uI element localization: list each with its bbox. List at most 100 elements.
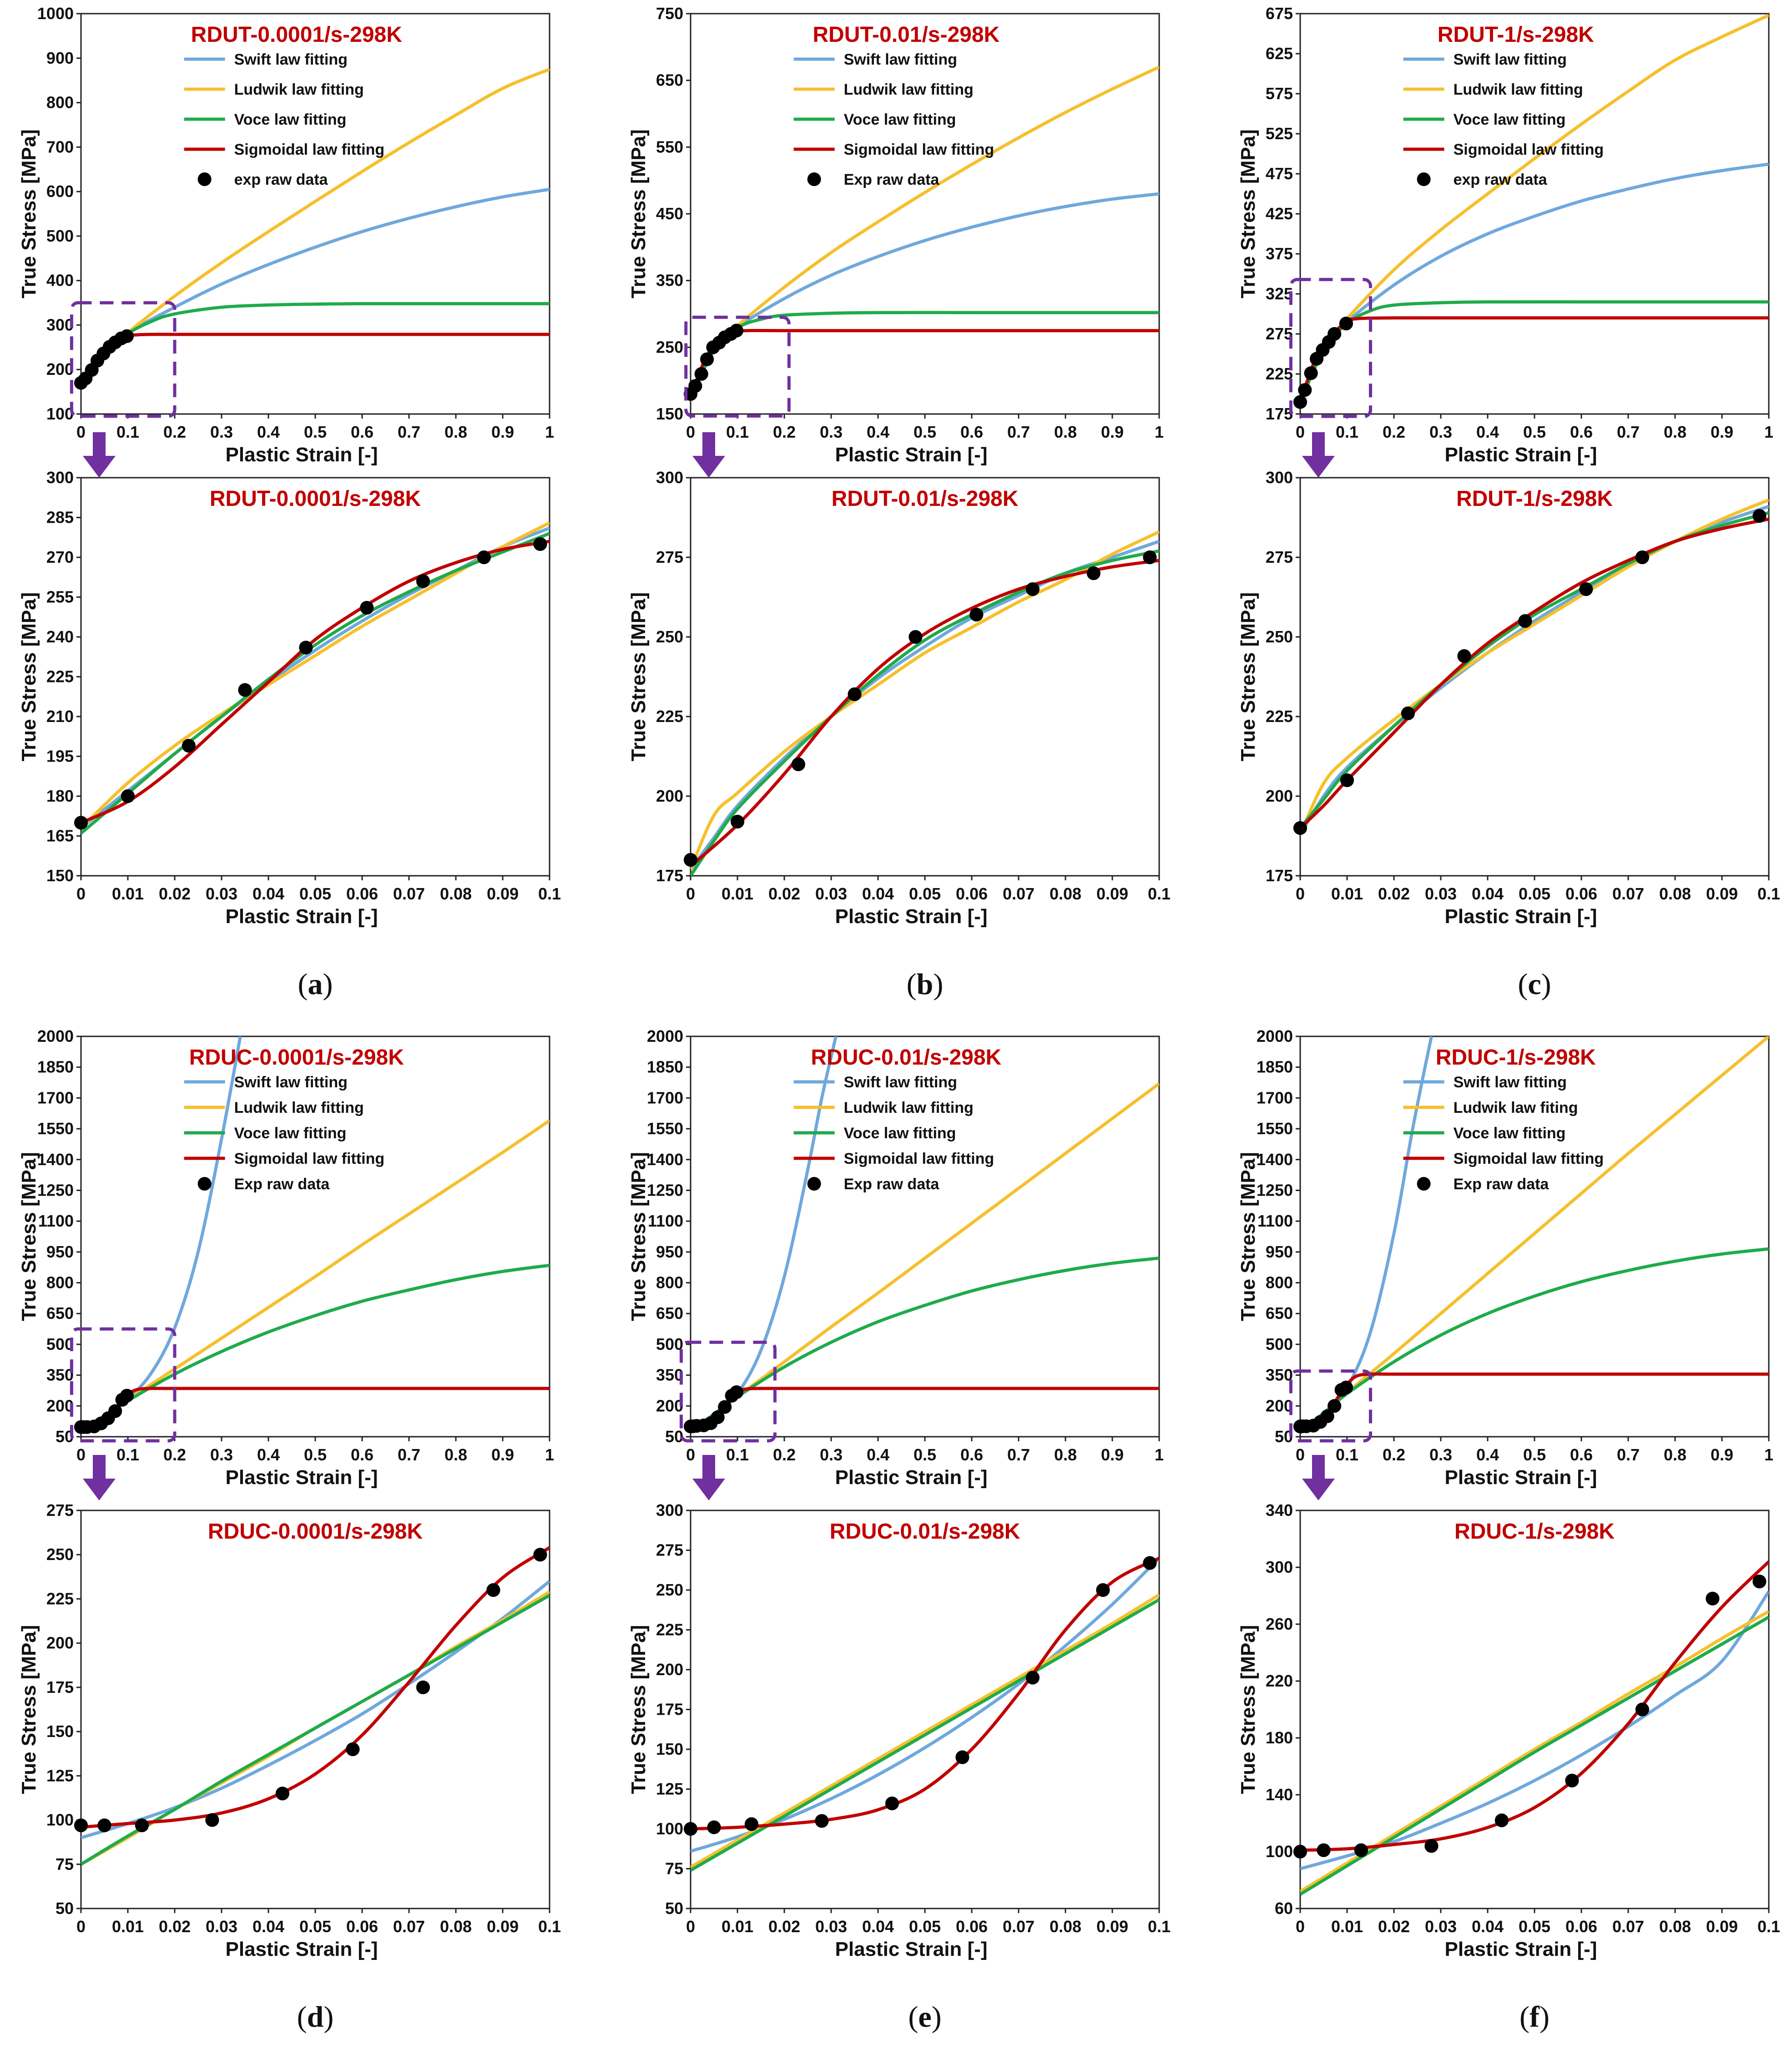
y-tick-label: 900: [46, 49, 74, 67]
exp-data-point: [1579, 582, 1593, 596]
y-tick-label: 275: [656, 1541, 683, 1560]
y-tick-label: 300: [46, 468, 74, 487]
x-tick-label: 0.7: [1007, 423, 1030, 441]
y-tick-label: 275: [1266, 324, 1293, 343]
panel-title: RDUT-1/s-298K: [1438, 23, 1594, 47]
y-tick-label: 250: [46, 1545, 74, 1564]
exp-data-point: [97, 1818, 111, 1833]
plot-frame: [80, 13, 550, 415]
plot-frame: [1299, 13, 1770, 415]
x-tick-label: 0.1: [1757, 1917, 1780, 1936]
ludwik-curve: [691, 530, 1159, 870]
x-tick-label: 0: [1296, 423, 1305, 441]
exp-data-point: [1401, 707, 1415, 720]
x-tick-label: 0.1: [1148, 1917, 1171, 1936]
x-tick-label: 0.3: [1429, 1445, 1452, 1464]
y-tick-label: 500: [656, 1335, 683, 1353]
legend-label: Exp raw data: [1454, 1176, 1550, 1193]
x-tick-label: 0.08: [440, 884, 472, 903]
plot-frame: [1299, 477, 1770, 877]
x-tick-label: 0.07: [1003, 1917, 1035, 1936]
y-tick-label: 300: [46, 315, 74, 334]
x-tick-label: 0.6: [351, 1445, 374, 1464]
y-tick-label: 50: [665, 1427, 683, 1446]
y-tick-label: 800: [46, 1273, 74, 1292]
x-tick-label: 0.1: [1757, 884, 1780, 903]
zoom-region-box: [1289, 278, 1372, 418]
voce-curve: [691, 311, 1159, 397]
panel-group-c: 175 225 275 325 375 425 475 525 575 625 675 0 0.1 0.2…: [1237, 4, 1780, 1001]
y-tick-label: 100: [46, 1811, 74, 1829]
main-plot-f: 5020035050065080095011001250140015501700…: [1237, 1027, 1773, 1489]
x-tick-label: 0.07: [393, 1917, 425, 1936]
exp-data-point: [1565, 1773, 1579, 1787]
x-tick-label: 0.3: [210, 423, 233, 441]
exp-data-point: [815, 1814, 829, 1828]
x-tick-label: 0.01: [722, 884, 753, 903]
x-tick-label: 0.05: [299, 884, 331, 903]
swift-curve: [1300, 505, 1769, 835]
exp-data-point: [477, 550, 491, 564]
y-tick-label: 350: [656, 271, 683, 290]
zoom-arrow-shaft: [93, 432, 106, 457]
exp-data-point: [731, 815, 744, 828]
panel-label: (b): [907, 968, 944, 1001]
zoom-arrow-shaft: [1312, 1455, 1325, 1480]
y-tick-label: 200: [1266, 1396, 1293, 1415]
y-tick-label: 800: [46, 93, 74, 112]
x-tick-label: 0.05: [1519, 1917, 1550, 1936]
x-axis-label: Plastic Strain [-]: [226, 444, 378, 466]
exp-data-point: [1706, 1591, 1720, 1606]
voce-curve: [1300, 511, 1769, 829]
y-tick-label: 180: [46, 787, 74, 805]
y-tick-label: 125: [656, 1780, 683, 1798]
exp-data-point: [299, 641, 313, 655]
zoom-arrow-head: [1302, 456, 1335, 478]
x-tick-label: 0.5: [914, 1445, 936, 1464]
exp-data-point: [486, 1583, 500, 1597]
exp-data-point: [1293, 821, 1307, 835]
exp-data-point: [108, 1404, 122, 1418]
y-tick-label: 425: [1266, 204, 1293, 223]
exp-data-point: [1328, 1399, 1342, 1413]
legend-swatch: [807, 172, 821, 186]
legend-label: Swift law fitting: [844, 51, 957, 68]
y-tick-label: 675: [1266, 4, 1293, 23]
exp-data-point: [711, 1410, 725, 1424]
x-tick-label: 0.04: [1472, 884, 1504, 903]
exp-data-point: [74, 1818, 88, 1833]
plot-frame: [80, 1035, 550, 1438]
y-tick-label: 150: [656, 1740, 683, 1758]
panel-label-letter: a: [308, 968, 323, 1001]
x-axis-label: Plastic Strain [-]: [1445, 1466, 1597, 1489]
y-tick-label: 275: [656, 548, 683, 566]
panel-label: (e): [908, 2000, 941, 2034]
y-tick-label: 1850: [37, 1058, 74, 1076]
voce-curve: [1300, 1616, 1769, 1896]
x-tick-label: 0.06: [956, 1917, 988, 1936]
y-tick-label: 300: [656, 468, 683, 487]
main-plot-a: 100 200 300 400 500 600 700 800 900 1000 0 0.1 0.2 0.…: [18, 4, 554, 466]
x-tick-label: 0.1: [1336, 1445, 1358, 1464]
exp-data-point: [416, 1680, 430, 1694]
y-tick-label: 1850: [647, 1058, 683, 1076]
swift-curve: [81, 1036, 242, 1430]
x-tick-label: 0.02: [768, 884, 800, 903]
ludwik-curve: [1300, 1610, 1769, 1893]
y-tick-label: 800: [1266, 1273, 1293, 1292]
y-tick-label: 1400: [37, 1150, 74, 1169]
legend-label: Swift law fitting: [234, 1074, 348, 1091]
y-axis-label: True Stress [MPa]: [1237, 1152, 1259, 1321]
exp-data-point: [688, 379, 702, 393]
exp-data-point: [182, 739, 196, 753]
y-tick-label: 150: [46, 866, 74, 885]
voce-curve: [81, 532, 550, 835]
x-axis-label: Plastic Strain [-]: [835, 1938, 988, 1960]
x-tick-label: 0.09: [487, 1917, 519, 1936]
y-tick-label: 150: [46, 1722, 74, 1741]
panel-label-close: ): [323, 2000, 333, 2034]
panel-label: (f): [1519, 2000, 1550, 2034]
exp-data-point: [955, 1750, 969, 1764]
y-tick-label: 550: [656, 137, 683, 156]
